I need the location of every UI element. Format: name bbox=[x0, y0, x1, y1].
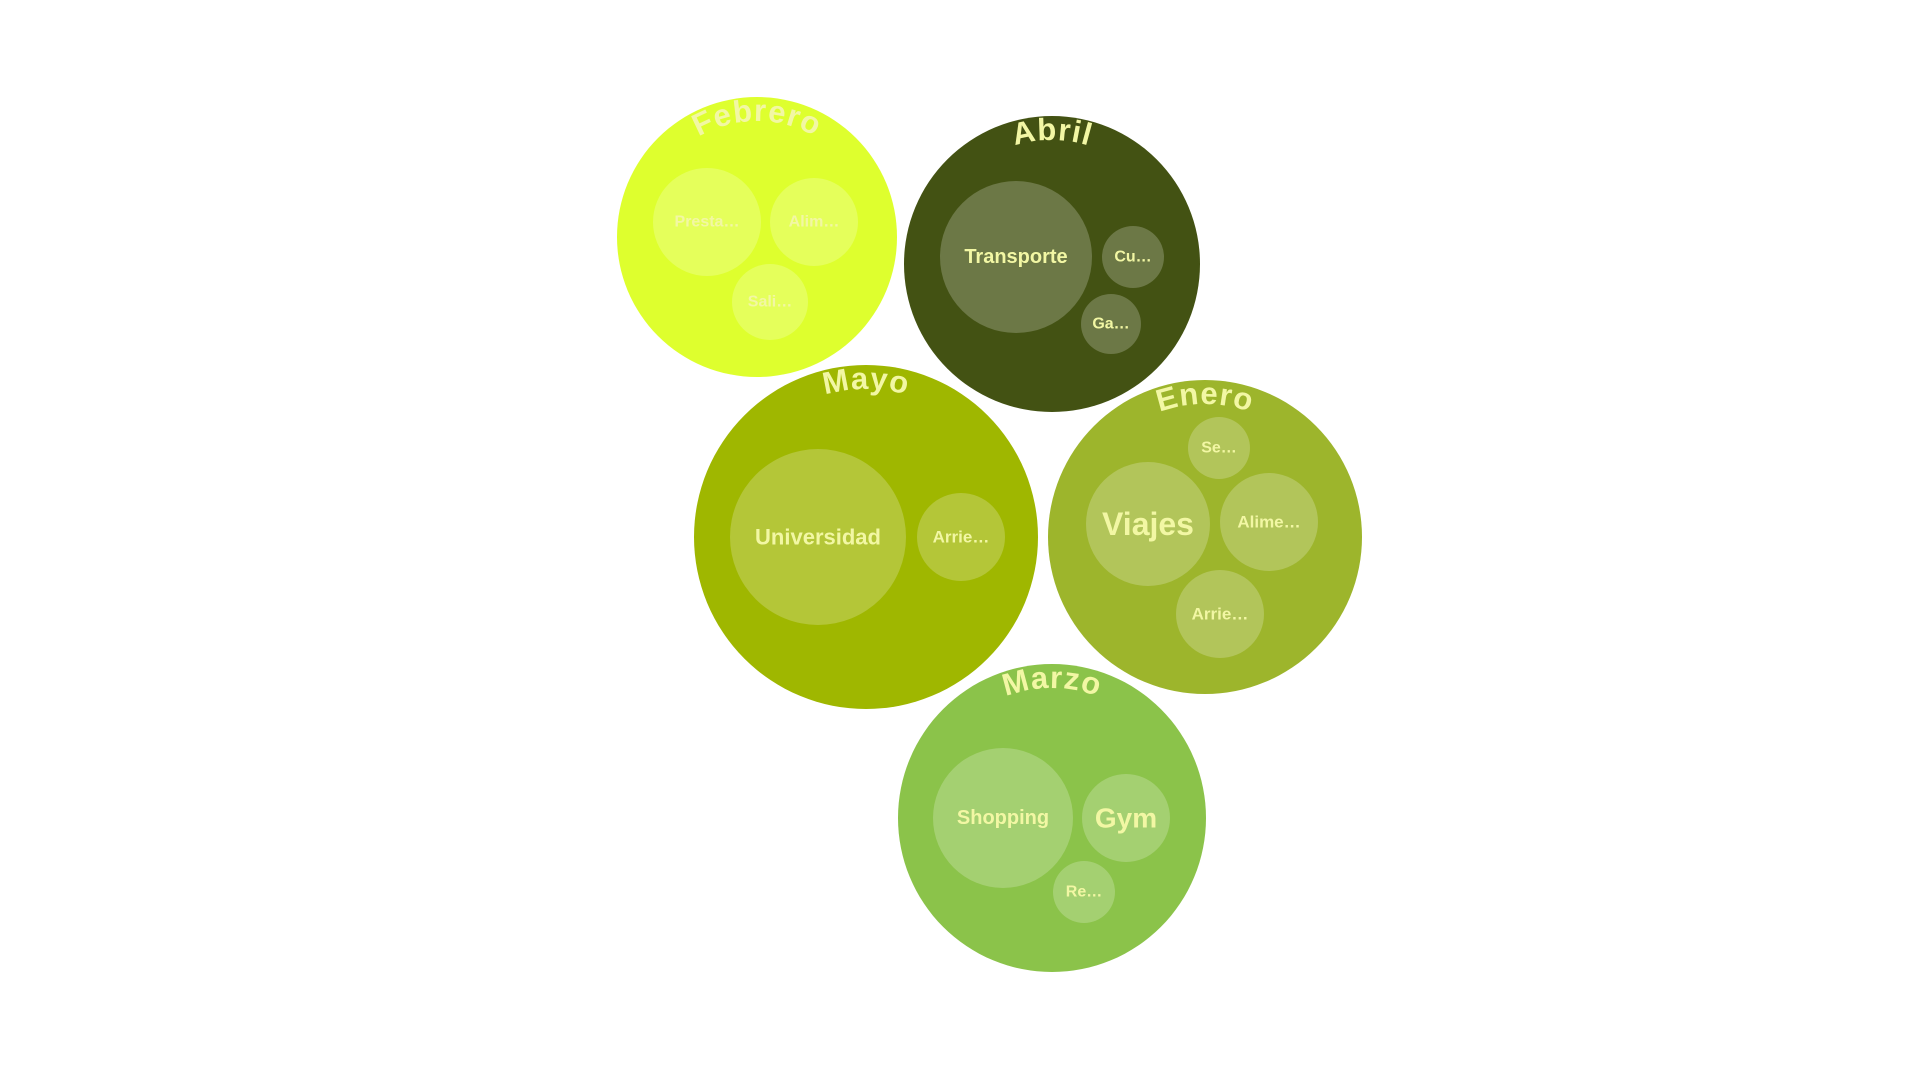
group-bubble-mayo[interactable] bbox=[694, 365, 1038, 709]
leaf-bubble[interactable] bbox=[933, 748, 1073, 888]
leaf-label: Cu… bbox=[1114, 249, 1151, 266]
leaf-label: Viajes bbox=[1102, 506, 1194, 542]
leaf-bubble[interactable] bbox=[653, 168, 761, 276]
leaf-label: Universidad bbox=[755, 525, 881, 550]
leaf-label: Se… bbox=[1201, 440, 1237, 457]
group-label-abril: Abril bbox=[1009, 112, 1097, 153]
leaf-bubble[interactable] bbox=[940, 181, 1092, 333]
leaf-bubble[interactable] bbox=[917, 493, 1005, 581]
leaf-bubble[interactable] bbox=[1188, 417, 1250, 479]
group-bubble-febrero[interactable] bbox=[617, 97, 897, 377]
leaf-bubble[interactable] bbox=[1053, 861, 1115, 923]
leaf-label: Alime… bbox=[1237, 513, 1300, 532]
group-bubble-marzo[interactable] bbox=[898, 664, 1206, 972]
leaf-label: Alim… bbox=[789, 214, 840, 231]
leaf-label: Transporte bbox=[964, 246, 1067, 268]
group-bubble-enero[interactable] bbox=[1048, 380, 1362, 694]
leaf-bubble[interactable] bbox=[1176, 570, 1264, 658]
leaf-label: Ga… bbox=[1092, 316, 1129, 333]
group-abril[interactable]: Abril Transporte Cu… Ga… bbox=[904, 112, 1200, 412]
leaf-label: Sali… bbox=[748, 294, 792, 311]
leaf-bubble[interactable] bbox=[770, 178, 858, 266]
leaf-bubble[interactable] bbox=[1086, 462, 1210, 586]
leaf-bubble[interactable] bbox=[732, 264, 808, 340]
group-bubble-abril[interactable] bbox=[904, 116, 1200, 412]
leaf-label: Shopping bbox=[957, 807, 1049, 829]
leaf-bubble[interactable] bbox=[1102, 226, 1164, 288]
leaf-label: Presta… bbox=[675, 214, 740, 231]
leaf-bubble[interactable] bbox=[1081, 294, 1141, 354]
leaf-bubble[interactable] bbox=[730, 449, 906, 625]
leaf-label: Arrie… bbox=[933, 528, 990, 547]
leaf-label: Gym bbox=[1095, 803, 1157, 834]
leaf-bubble[interactable] bbox=[1220, 473, 1318, 571]
group-label-mayo: Mayo bbox=[819, 361, 913, 402]
group-mayo[interactable]: Mayo Universidad Arrie… bbox=[694, 361, 1038, 709]
leaf-label: Arrie… bbox=[1192, 605, 1249, 624]
leaf-label: Re… bbox=[1066, 884, 1102, 901]
leaf-bubble[interactable] bbox=[1082, 774, 1170, 862]
